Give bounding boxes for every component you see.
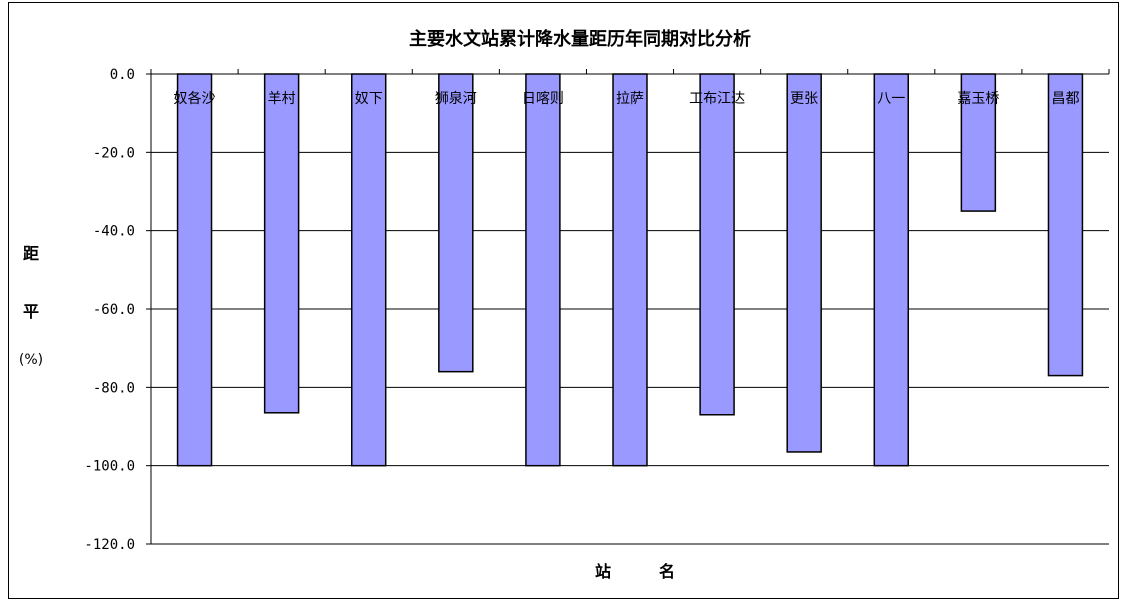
bar bbox=[525, 73, 561, 467]
category-label: 日喀则 bbox=[522, 91, 564, 107]
category-label: 拉萨 bbox=[616, 91, 644, 107]
category-label: 奴下 bbox=[355, 90, 383, 107]
x-axis-title: 站 名 bbox=[595, 562, 675, 581]
bar-chart: 主要水文站累计降水量距历年同期对比分析 0.0 -20.0 -40.0 -60.0 -8… bbox=[19, 28, 1110, 581]
category-label: 更张 bbox=[790, 91, 818, 107]
y-tick-label: -20.0 bbox=[93, 145, 135, 161]
bar bbox=[873, 73, 910, 467]
axes bbox=[146, 69, 1110, 545]
y-axis-title-line: 距 bbox=[23, 244, 39, 263]
bar bbox=[263, 73, 300, 414]
y-tick-label: -60.0 bbox=[93, 302, 135, 318]
category-label: 狮泉河 bbox=[435, 90, 477, 107]
category-label: 羊村 bbox=[268, 91, 296, 107]
y-tick-label: -120.0 bbox=[84, 537, 135, 553]
bar bbox=[1047, 73, 1084, 377]
bar bbox=[699, 73, 735, 416]
bar bbox=[438, 73, 474, 373]
bar bbox=[176, 73, 213, 467]
y-tick-label: -100.0 bbox=[84, 459, 135, 475]
y-tick-label: 0.0 bbox=[110, 67, 135, 83]
category-labels: 奴各沙 羊村 奴下 狮泉河 日喀则 拉萨 工布江达 更张 八一 嘉玉桥 昌都 bbox=[174, 90, 1080, 107]
y-axis-title-line: 平 bbox=[23, 302, 39, 321]
chart-frame: 主要水文站累计降水量距历年同期对比分析 0.0 -20.0 -40.0 -60.0 -8… bbox=[8, 2, 1119, 599]
bar bbox=[960, 73, 997, 212]
y-axis-title: 距平 (%) bbox=[19, 244, 43, 368]
category-label: 八一 bbox=[877, 91, 905, 107]
y-tick-label: -80.0 bbox=[93, 380, 135, 396]
category-label: 嘉玉桥 bbox=[957, 91, 999, 107]
bar bbox=[786, 73, 822, 453]
category-label: 工布江达 bbox=[689, 91, 745, 107]
chart-title: 主要水文站累计降水量距历年同期对比分析 bbox=[409, 28, 751, 50]
category-label: 奴各沙 bbox=[174, 90, 216, 107]
bars bbox=[176, 73, 1084, 467]
y-axis-title-line: (%) bbox=[19, 352, 43, 368]
y-tick-labels: 0.0 -20.0 -40.0 -60.0 -80.0 -100.0 -120.0 bbox=[84, 67, 135, 553]
bar bbox=[350, 73, 387, 467]
category-label: 昌都 bbox=[1051, 91, 1079, 107]
y-tick-label: -40.0 bbox=[93, 224, 135, 240]
bar bbox=[612, 73, 648, 467]
